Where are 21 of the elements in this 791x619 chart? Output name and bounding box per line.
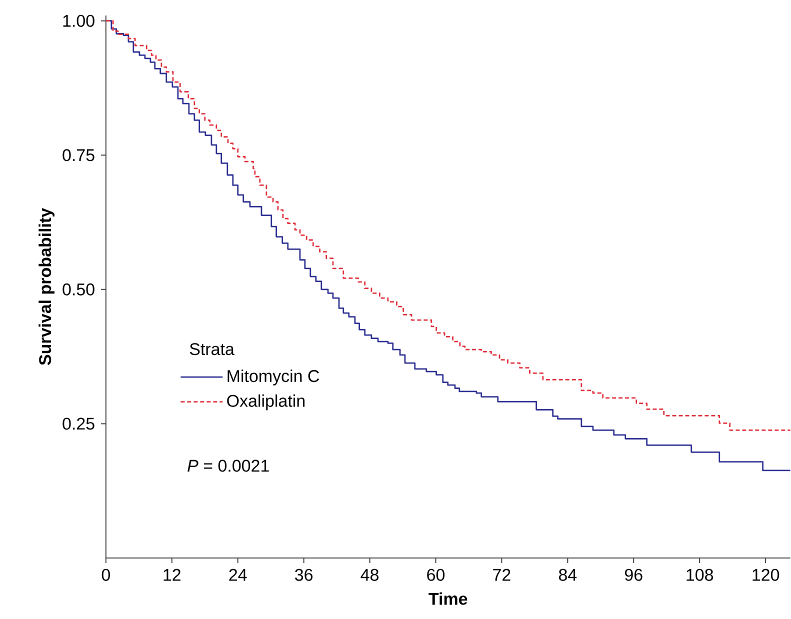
annotation: P = 0.0021 (188, 460, 269, 472)
y-tick-label: 0.50 (62, 283, 94, 296)
x-tick-label: 36 (295, 568, 312, 581)
x-tick-label: 12 (164, 568, 180, 580)
x-tick-label: 48 (360, 568, 378, 581)
x-tick-label: 120 (752, 568, 780, 581)
y-tick-label: 0.75 (62, 148, 94, 161)
y-axis-title: Survival probability (38, 208, 54, 365)
x-tick-label: 72 (493, 568, 510, 580)
y-tick-label: 0.25 (62, 417, 94, 430)
legend-label: Oxaliplatin (227, 394, 304, 410)
x-tick-label: 108 (686, 568, 714, 581)
x-axis-title: Time (428, 592, 468, 605)
x-tick-label: 60 (427, 568, 445, 581)
x-tick-label: 24 (229, 568, 247, 580)
x-tick-label: 84 (558, 568, 577, 581)
y-tick-label: 1.00 (63, 14, 94, 27)
legend-label: Mitomycin C (228, 369, 320, 386)
legend-title: Strata (190, 342, 234, 355)
x-tick-label: 96 (624, 568, 642, 581)
x-tick-label: 0 (102, 568, 110, 581)
